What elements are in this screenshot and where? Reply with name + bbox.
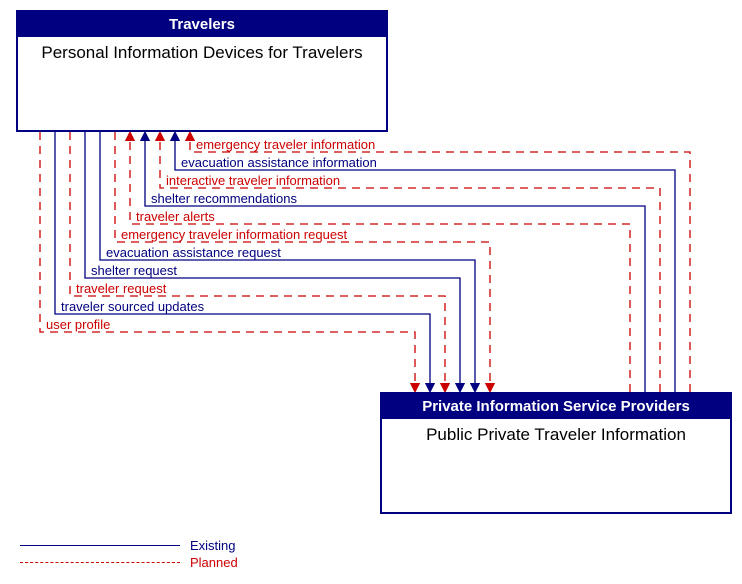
flow-label: user profile [46, 317, 110, 332]
travelers-box: Travelers Personal Information Devices f… [16, 10, 388, 132]
flow-label: evacuation assistance request [106, 245, 281, 260]
legend-planned-label: Planned [190, 555, 238, 570]
legend: Existing Planned [20, 538, 238, 572]
flow-line [115, 132, 490, 388]
flow-line [85, 132, 460, 388]
travelers-box-header: Travelers [18, 12, 386, 37]
flow-label: interactive traveler information [166, 173, 340, 188]
flow-label: emergency traveler information [196, 137, 375, 152]
flow-label: shelter request [91, 263, 177, 278]
legend-planned-row: Planned [20, 555, 238, 570]
flow-label: traveler alerts [136, 209, 215, 224]
flow-line [40, 132, 415, 388]
flow-label: emergency traveler information request [121, 227, 347, 242]
providers-box-body: Public Private Traveler Information [382, 419, 730, 451]
flow-line [55, 132, 430, 388]
diagram-canvas: Travelers Personal Information Devices f… [0, 0, 742, 584]
flow-label: evacuation assistance information [181, 155, 377, 170]
providers-box-header: Private Information Service Providers [382, 394, 730, 419]
travelers-box-body: Personal Information Devices for Travele… [18, 37, 386, 69]
flow-label: shelter recommendations [151, 191, 297, 206]
legend-planned-line [20, 562, 180, 563]
legend-existing-line [20, 545, 180, 546]
legend-existing-row: Existing [20, 538, 238, 553]
flow-line [70, 132, 445, 388]
flow-line [100, 132, 475, 388]
flow-label: traveler sourced updates [61, 299, 204, 314]
providers-box: Private Information Service Providers Pu… [380, 392, 732, 514]
legend-existing-label: Existing [190, 538, 236, 553]
flow-label: traveler request [76, 281, 166, 296]
